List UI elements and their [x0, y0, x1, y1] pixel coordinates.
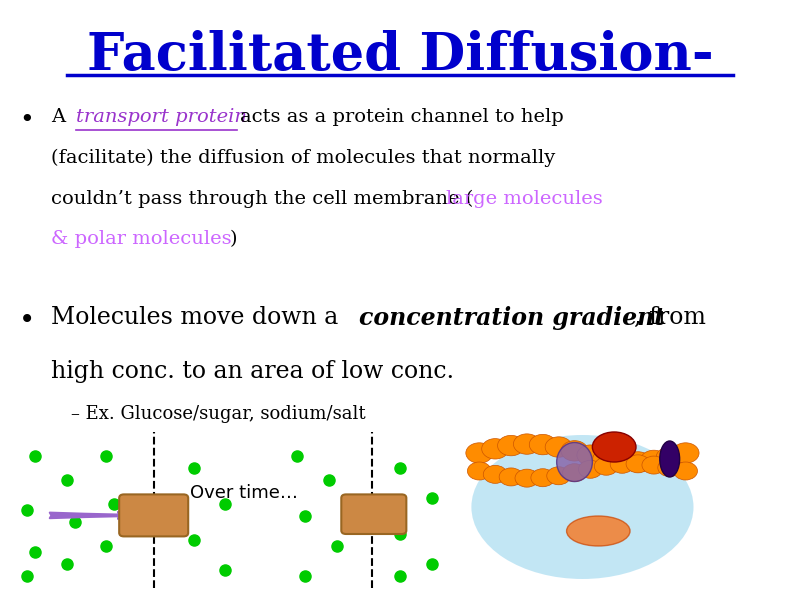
Circle shape — [545, 437, 572, 457]
Ellipse shape — [592, 432, 636, 462]
Circle shape — [625, 452, 651, 472]
Text: Molecules move down a: Molecules move down a — [51, 306, 346, 329]
Circle shape — [483, 466, 507, 484]
Circle shape — [642, 456, 666, 474]
Text: high conc. to an area of low conc.: high conc. to an area of low conc. — [51, 360, 454, 383]
Circle shape — [482, 439, 509, 459]
Circle shape — [530, 434, 556, 455]
Circle shape — [467, 462, 491, 480]
Text: Facilitated Diffusion-: Facilitated Diffusion- — [86, 30, 714, 81]
Circle shape — [561, 440, 588, 461]
Text: – Ex. Glucose/sugar, sodium/salt: – Ex. Glucose/sugar, sodium/salt — [71, 405, 366, 423]
Circle shape — [466, 443, 493, 463]
Text: , from: , from — [634, 306, 706, 329]
Circle shape — [546, 467, 570, 485]
Circle shape — [626, 455, 650, 473]
Text: transport protein: transport protein — [76, 108, 247, 126]
Ellipse shape — [566, 516, 630, 546]
Text: (facilitate) the diffusion of molecules that normally: (facilitate) the diffusion of molecules … — [51, 149, 555, 167]
Circle shape — [672, 443, 699, 463]
Text: acts as a protein channel to help: acts as a protein channel to help — [240, 108, 563, 126]
Text: Over time…: Over time… — [190, 484, 298, 502]
Text: large molecules: large molecules — [446, 190, 602, 208]
Circle shape — [656, 447, 683, 467]
Circle shape — [562, 464, 586, 482]
Circle shape — [578, 460, 602, 478]
FancyBboxPatch shape — [119, 494, 188, 536]
Circle shape — [593, 449, 620, 469]
Circle shape — [674, 462, 698, 480]
Text: •: • — [19, 108, 34, 132]
Circle shape — [594, 457, 618, 475]
Ellipse shape — [557, 443, 592, 481]
Circle shape — [658, 458, 682, 476]
Text: A: A — [51, 108, 71, 126]
Circle shape — [531, 469, 554, 487]
Text: •: • — [19, 306, 35, 334]
Text: & polar molecules: & polar molecules — [51, 230, 231, 248]
Circle shape — [515, 469, 539, 487]
Circle shape — [499, 468, 523, 486]
Circle shape — [609, 451, 635, 472]
Circle shape — [577, 445, 604, 466]
Ellipse shape — [471, 435, 694, 579]
Ellipse shape — [660, 441, 680, 477]
Text: concentration gradient: concentration gradient — [358, 306, 665, 330]
Circle shape — [514, 434, 541, 454]
Circle shape — [640, 450, 667, 470]
Text: ): ) — [230, 230, 237, 248]
Circle shape — [498, 436, 525, 456]
Text: couldn’t pass through the cell membrane (: couldn’t pass through the cell membrane … — [51, 190, 474, 208]
FancyBboxPatch shape — [342, 494, 406, 534]
Circle shape — [610, 455, 634, 473]
